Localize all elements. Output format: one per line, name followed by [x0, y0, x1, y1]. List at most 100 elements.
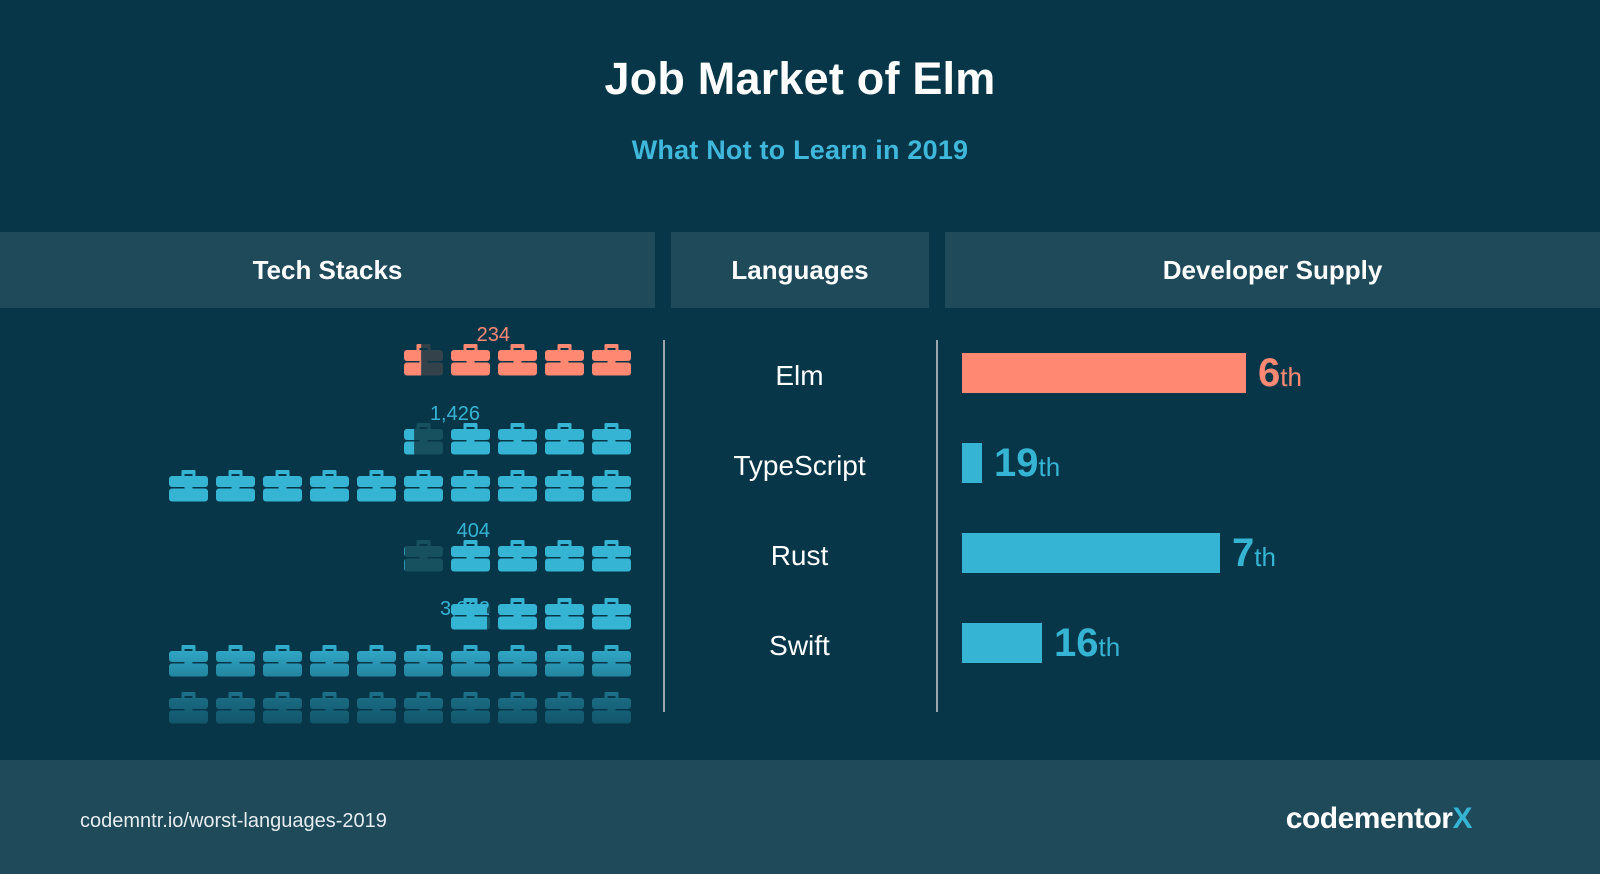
briefcase-icon — [447, 532, 494, 579]
pictogram-value-label: 3,382 — [439, 598, 490, 620]
briefcase-icon — [588, 684, 635, 731]
briefcase-icon — [212, 637, 259, 684]
language-label-swift: Swift — [769, 630, 830, 661]
codementor-logo[interactable]: codementorX — [1286, 802, 1473, 836]
briefcase-icon — [494, 637, 541, 684]
briefcase-icon — [588, 637, 635, 684]
briefcase-icon — [447, 462, 494, 509]
footer-source-url[interactable]: codemntr.io/worst-languages-2019 — [80, 810, 387, 832]
briefcase-icon — [400, 336, 447, 383]
briefcase-icon — [259, 684, 306, 731]
supply-rank-label: 6th — [1258, 353, 1302, 393]
briefcase-icon — [588, 532, 635, 579]
briefcase-icon — [541, 532, 588, 579]
briefcase-icon — [494, 336, 541, 383]
pictogram-value-label: 234 — [476, 324, 510, 346]
briefcase-icon — [400, 415, 447, 462]
rank-suffix: th — [1038, 452, 1061, 482]
pictogram-value-label: 1,426 — [429, 403, 480, 425]
briefcase-icon — [494, 590, 541, 637]
briefcase-icon — [306, 637, 353, 684]
language-label-typescript: TypeScript — [733, 450, 866, 481]
briefcase-icon — [588, 415, 635, 462]
briefcase-icon — [588, 336, 635, 383]
rank-suffix: th — [1098, 632, 1121, 662]
briefcase-icon — [306, 462, 353, 509]
rank-number: 6 — [1258, 351, 1281, 395]
rank-number: 7 — [1232, 531, 1255, 575]
logo-x-mark: X — [1452, 802, 1472, 835]
supply-bar — [962, 353, 1246, 393]
pictogram-icon-line — [0, 532, 631, 579]
supply-rank-label: 16th — [1054, 623, 1120, 663]
briefcase-icon — [447, 590, 494, 637]
header-tech-stacks: Tech Stacks — [0, 232, 655, 308]
supply-bar — [962, 443, 982, 483]
briefcase-icon — [541, 637, 588, 684]
divider-line-left — [663, 340, 665, 712]
divider-line-right — [936, 340, 938, 712]
briefcase-icon — [165, 637, 212, 684]
supply-bar — [962, 533, 1220, 573]
briefcase-icon — [447, 336, 494, 383]
supply-rank-label: 19th — [994, 443, 1060, 483]
briefcase-icon — [588, 462, 635, 509]
briefcase-icon — [165, 684, 212, 731]
pictogram-icon-line — [0, 415, 631, 462]
briefcase-icon — [259, 462, 306, 509]
pictogram-icon-line — [0, 590, 631, 637]
briefcase-icon — [541, 590, 588, 637]
briefcase-icon — [447, 637, 494, 684]
pictogram-icon-line — [0, 637, 631, 684]
briefcase-icon — [447, 415, 494, 462]
column-header-row: Tech Stacks Languages Developer Supply — [0, 232, 1600, 308]
rank-number: 19 — [994, 441, 1039, 485]
briefcase-icon — [494, 684, 541, 731]
languages-column: Elm TypeScript Rust Swift — [663, 308, 936, 760]
briefcase-icon — [541, 462, 588, 509]
tech-stacks-column: 234 — [0, 308, 655, 760]
briefcase-icon — [541, 684, 588, 731]
briefcase-icon — [494, 532, 541, 579]
language-label-rust: Rust — [770, 540, 829, 571]
briefcase-icon — [447, 684, 494, 731]
briefcase-icon — [494, 462, 541, 509]
supply-bar-row: 6th — [962, 353, 1302, 393]
footer-bar: codemntr.io/worst-languages-2019 codemen… — [0, 760, 1600, 874]
rank-number: 16 — [1054, 621, 1099, 665]
chart-body: 234 — [0, 308, 1600, 760]
briefcase-icon — [212, 684, 259, 731]
briefcase-icon — [259, 637, 306, 684]
briefcase-icon — [400, 462, 447, 509]
briefcase-icon — [541, 415, 588, 462]
briefcase-icon — [400, 637, 447, 684]
briefcase-icon — [400, 684, 447, 731]
supply-rank-label: 7th — [1232, 533, 1276, 573]
header-developer-supply: Developer Supply — [945, 232, 1600, 308]
briefcase-icon — [588, 590, 635, 637]
briefcase-icon — [353, 684, 400, 731]
header-languages: Languages — [671, 232, 929, 308]
supply-bar-row: 16th — [962, 623, 1120, 663]
supply-bar — [962, 623, 1042, 663]
title-block: Job Market of Elm What Not to Learn in 2… — [0, 0, 1600, 232]
briefcase-icon — [400, 532, 447, 579]
rank-suffix: th — [1254, 542, 1276, 572]
pictogram-icon-line — [0, 336, 631, 383]
page-title: Job Market of Elm — [604, 53, 996, 104]
developer-supply-column: 6th 19th 7th 16th — [936, 308, 1600, 760]
supply-bar-row: 7th — [962, 533, 1276, 573]
briefcase-icon — [353, 637, 400, 684]
pictogram-icon-line — [0, 684, 631, 731]
pictogram-icon-line — [0, 462, 631, 509]
pictogram-value-label: 404 — [456, 520, 490, 542]
briefcase-icon — [306, 684, 353, 731]
briefcase-icon — [165, 462, 212, 509]
briefcase-icon — [494, 415, 541, 462]
briefcase-icon — [212, 462, 259, 509]
rank-suffix: th — [1280, 362, 1302, 392]
supply-bar-row: 19th — [962, 443, 1060, 483]
page-subtitle: What Not to Learn in 2019 — [631, 135, 969, 165]
language-label-elm: Elm — [775, 360, 824, 391]
